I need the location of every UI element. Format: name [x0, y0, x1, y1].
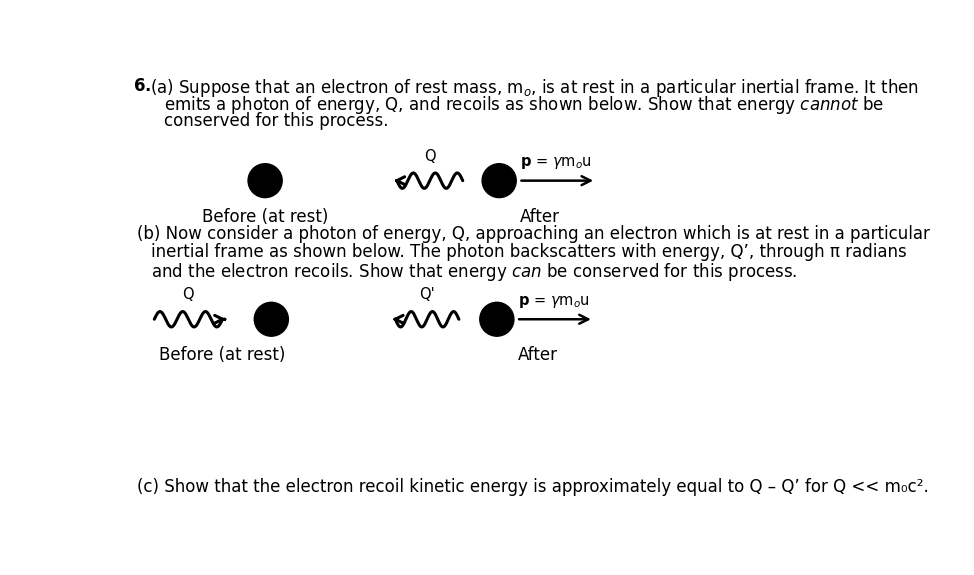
Text: After: After [518, 346, 558, 364]
Text: conserved for this process.: conserved for this process. [164, 112, 388, 130]
Text: $\mathbf{p}$ = $\gamma$m$_o$u: $\mathbf{p}$ = $\gamma$m$_o$u [518, 294, 589, 310]
Text: (b) Now consider a photon of energy, Q, approaching an electron which is at rest: (b) Now consider a photon of energy, Q, … [137, 225, 930, 243]
Circle shape [248, 164, 282, 198]
Circle shape [482, 164, 516, 198]
Text: Before (at rest): Before (at rest) [202, 208, 328, 225]
Circle shape [254, 302, 288, 336]
Circle shape [480, 302, 514, 336]
Text: and the electron recoils. Show that energy $\mathit{can}$ be conserved for this : and the electron recoils. Show that ener… [151, 260, 798, 283]
Text: $\mathbf{p}$ = $\gamma$m$_o$u: $\mathbf{p}$ = $\gamma$m$_o$u [520, 155, 592, 171]
Text: Q: Q [424, 149, 435, 164]
Text: $\mathbf{6.}$: $\mathbf{6.}$ [132, 76, 151, 95]
Text: Q': Q' [419, 288, 435, 302]
Text: inertial frame as shown below. The photon backscatters with energy, Q’, through : inertial frame as shown below. The photo… [151, 243, 907, 261]
Text: Before (at rest): Before (at rest) [160, 346, 285, 364]
Text: (c) Show that the electron recoil kinetic energy is approximately equal to Q – Q: (c) Show that the electron recoil kineti… [137, 478, 929, 496]
Text: Q: Q [182, 288, 194, 302]
Text: After: After [520, 208, 560, 225]
Text: emits a photon of energy, Q, and recoils as shown below. Show that energy $\math: emits a photon of energy, Q, and recoils… [164, 94, 883, 116]
Text: (a) Suppose that an electron of rest mass, m$_o$, is at rest in a particular ine: (a) Suppose that an electron of rest mas… [150, 76, 918, 99]
